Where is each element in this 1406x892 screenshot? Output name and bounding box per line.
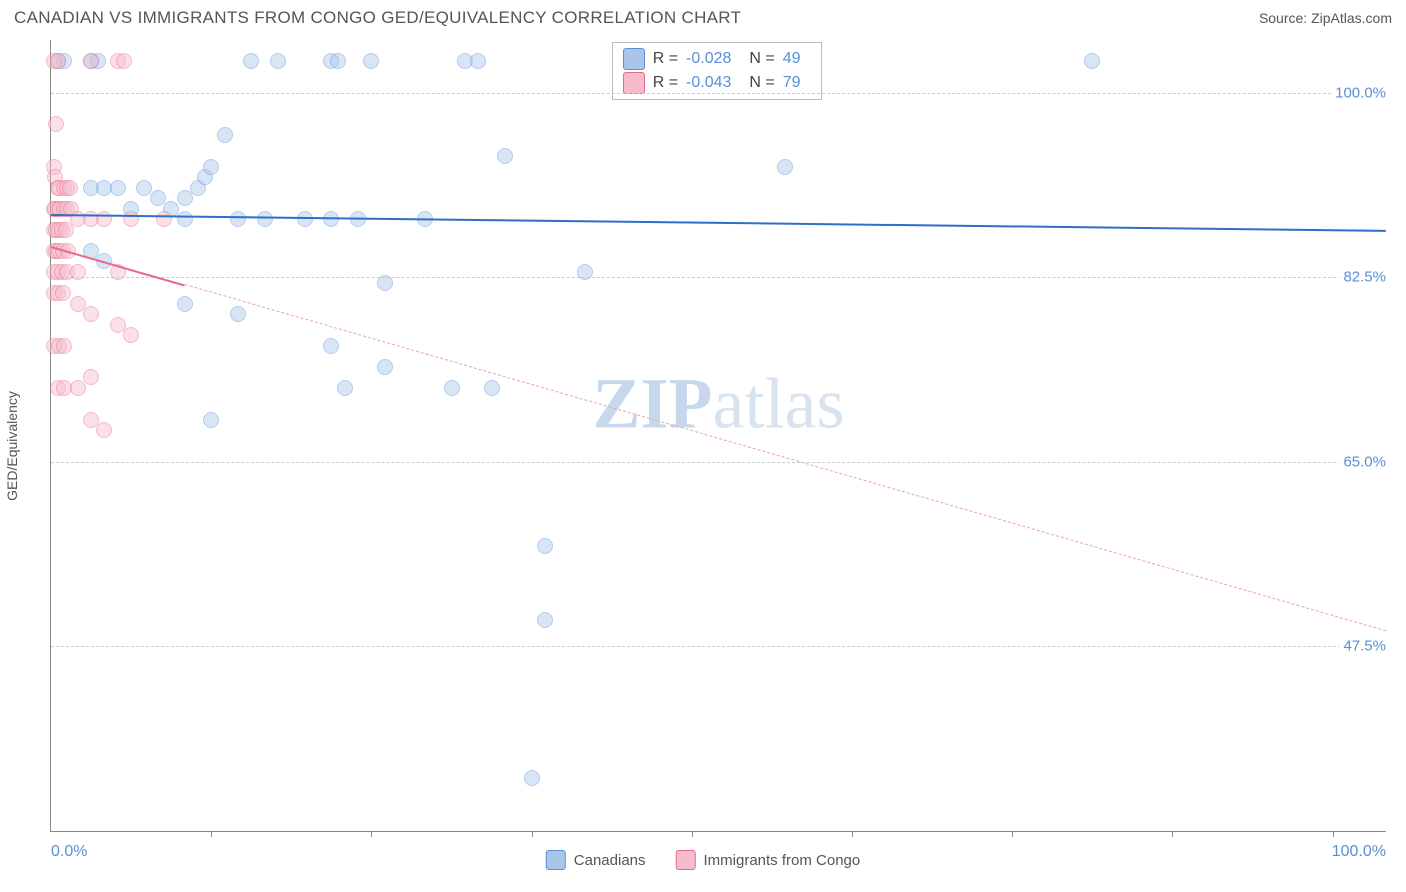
xtick: [1012, 831, 1013, 837]
xtick: [371, 831, 372, 837]
gridline: [51, 277, 1386, 278]
bottom-legend: Canadians Immigrants from Congo: [546, 850, 860, 870]
data-point: [70, 264, 86, 280]
data-point: [484, 380, 500, 396]
n-label: N =: [749, 74, 774, 92]
data-point: [377, 359, 393, 375]
data-point: [230, 306, 246, 322]
data-point: [203, 159, 219, 175]
data-point: [217, 127, 233, 143]
data-point: [177, 190, 193, 206]
data-point: [156, 211, 172, 227]
gridline: [51, 462, 1386, 463]
data-point: [123, 211, 139, 227]
n-label: N =: [749, 50, 774, 68]
legend-swatch: [676, 850, 696, 870]
gridline: [51, 93, 1386, 94]
data-point: [48, 116, 64, 132]
data-point: [116, 53, 132, 69]
ytick-label: 82.5%: [1339, 269, 1390, 286]
data-point: [177, 296, 193, 312]
data-point: [577, 264, 593, 280]
r-value: -0.028: [686, 50, 731, 68]
watermark: ZIPatlas: [593, 362, 845, 445]
n-value: 49: [783, 50, 801, 68]
data-point: [470, 53, 486, 69]
source-label: Source: ZipAtlas.com: [1259, 10, 1392, 26]
legend-item: Canadians: [546, 850, 646, 870]
data-point: [257, 211, 273, 227]
data-point: [83, 53, 99, 69]
data-point: [1084, 53, 1100, 69]
y-axis-label: GED/Equivalency: [4, 391, 20, 501]
data-point: [337, 380, 353, 396]
trend-line: [51, 214, 1386, 232]
legend-swatch: [546, 850, 566, 870]
x-origin-label: 0.0%: [51, 843, 87, 861]
data-point: [377, 275, 393, 291]
r-label: R =: [653, 50, 678, 68]
stats-row: R = -0.043 N = 79: [623, 71, 811, 95]
data-point: [323, 338, 339, 354]
data-point: [363, 53, 379, 69]
data-point: [177, 211, 193, 227]
r-label: R =: [653, 74, 678, 92]
data-point: [56, 338, 72, 354]
data-point: [55, 285, 71, 301]
xtick: [852, 831, 853, 837]
data-point: [497, 148, 513, 164]
trend-line: [184, 284, 1386, 631]
data-point: [62, 180, 78, 196]
xtick: [211, 831, 212, 837]
data-point: [96, 422, 112, 438]
chart-area: ZIPatlas R = -0.028 N = 49 R = -0.043 N = 7…: [50, 40, 1386, 832]
legend-label: Canadians: [574, 852, 646, 869]
r-value: -0.043: [686, 74, 731, 92]
legend-label: Immigrants from Congo: [704, 852, 861, 869]
legend-swatch: [623, 48, 645, 70]
xtick: [1172, 831, 1173, 837]
xtick: [692, 831, 693, 837]
data-point: [777, 159, 793, 175]
gridline: [51, 646, 1386, 647]
data-point: [444, 380, 460, 396]
data-point: [537, 538, 553, 554]
data-point: [243, 53, 259, 69]
data-point: [524, 770, 540, 786]
ytick-label: 65.0%: [1339, 453, 1390, 470]
data-point: [123, 327, 139, 343]
legend-item: Immigrants from Congo: [676, 850, 861, 870]
data-point: [110, 180, 126, 196]
ytick-label: 47.5%: [1339, 638, 1390, 655]
data-point: [83, 306, 99, 322]
legend-swatch: [623, 72, 645, 94]
n-value: 79: [783, 74, 801, 92]
x-max-label: 100.0%: [1332, 843, 1386, 861]
data-point: [230, 211, 246, 227]
header: CANADIAN VS IMMIGRANTS FROM CONGO GED/EQ…: [0, 0, 1406, 34]
data-point: [70, 380, 86, 396]
xtick: [1333, 831, 1334, 837]
data-point: [297, 211, 313, 227]
data-point: [270, 53, 286, 69]
stats-row: R = -0.028 N = 49: [623, 47, 811, 71]
data-point: [537, 612, 553, 628]
data-point: [330, 53, 346, 69]
ytick-label: 100.0%: [1331, 84, 1390, 101]
stats-legend: R = -0.028 N = 49 R = -0.043 N = 79: [612, 42, 822, 100]
data-point: [203, 412, 219, 428]
data-point: [83, 369, 99, 385]
chart-title: CANADIAN VS IMMIGRANTS FROM CONGO GED/EQ…: [14, 8, 741, 28]
data-point: [50, 53, 66, 69]
xtick: [532, 831, 533, 837]
